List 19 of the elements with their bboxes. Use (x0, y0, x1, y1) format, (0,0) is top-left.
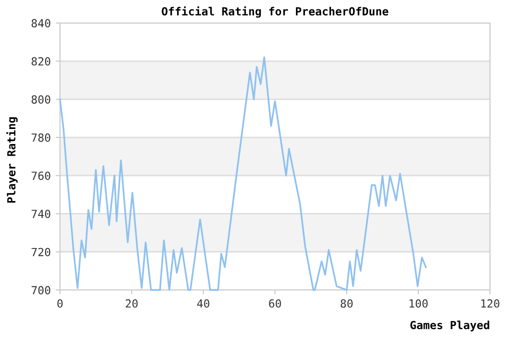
y-axis-title: Player Rating (6, 117, 18, 203)
line-series (59, 56, 427, 291)
y-tick-label: 820 (32, 57, 50, 66)
x-tick-label: 0 (57, 299, 63, 308)
y-tick-label: 840 (32, 19, 50, 28)
y-tick-label: 780 (32, 133, 50, 142)
y-tick-label: 760 (32, 172, 50, 180)
x-tick-label: 60 (269, 299, 281, 308)
x-tick-label: 120 (481, 299, 500, 308)
y-tick-label: 740 (32, 210, 50, 218)
chart-title: Official Rating for PreacherOfDune (162, 6, 388, 18)
y-tick-label: 700 (32, 286, 50, 294)
x-tick-label: 40 (197, 299, 210, 308)
x-tick-label: 80 (340, 299, 353, 308)
x-tick-label: 20 (126, 299, 138, 308)
y-tick-label: 800 (32, 95, 50, 104)
y-tick-label: 720 (32, 248, 50, 256)
x-axis-title: Games Played (410, 320, 490, 332)
x-tick-label: 100 (410, 299, 428, 308)
